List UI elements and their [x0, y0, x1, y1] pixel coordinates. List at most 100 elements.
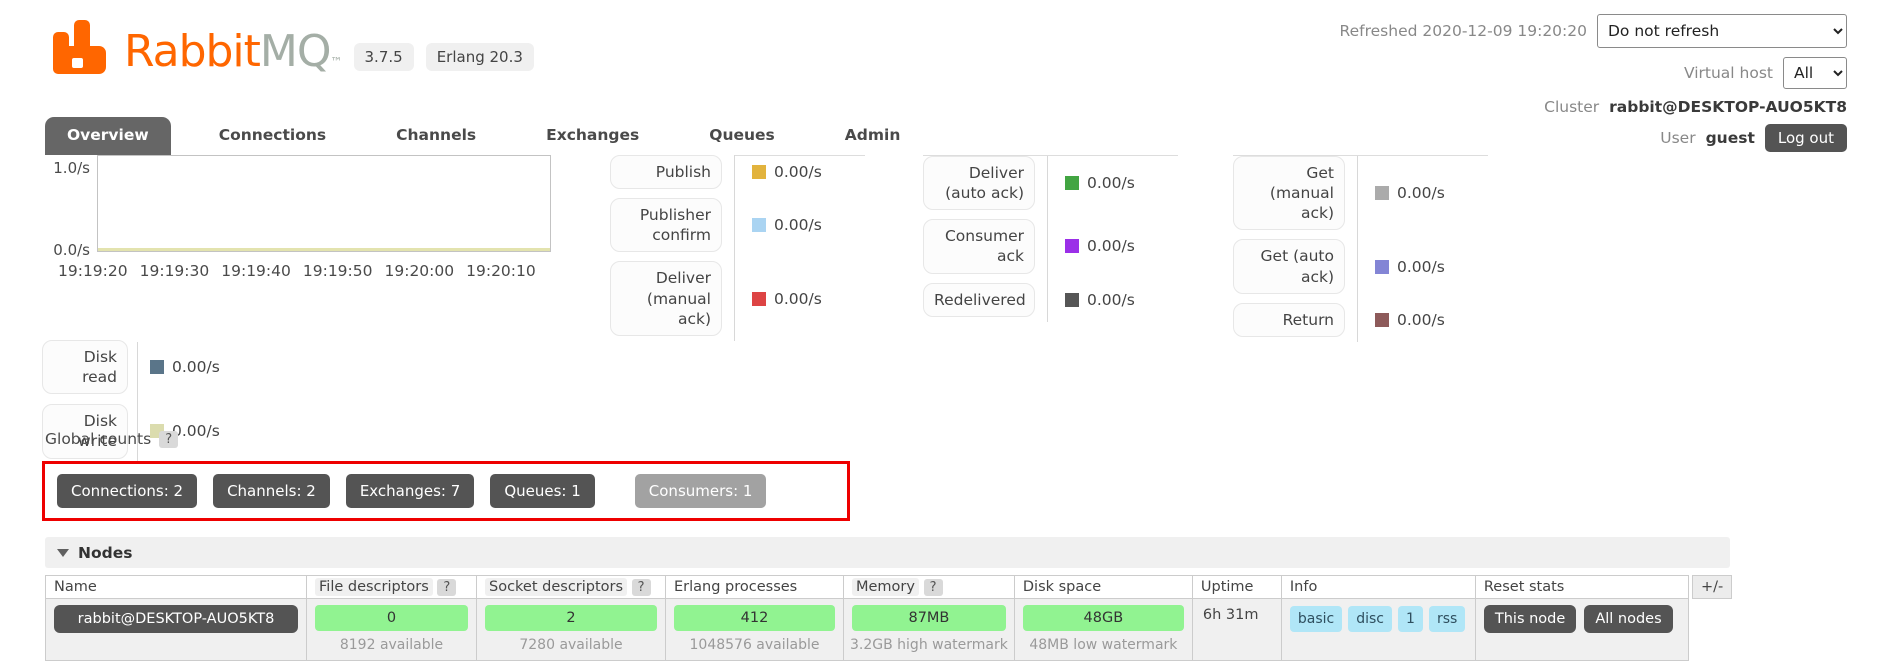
series-swatch-get-manual-ack	[1375, 186, 1389, 201]
rate-publisher-confirm: 0.00/s	[752, 216, 822, 234]
collapse-icon[interactable]	[57, 548, 69, 557]
brand-mq: MQ	[259, 26, 332, 77]
legend-divider	[137, 342, 138, 463]
legend-group-get: Get (manual ack) 0.00/s Get (auto ack) 0…	[1233, 155, 1488, 346]
legend-divider	[734, 155, 735, 341]
virtual-host-row: Virtual host All	[1684, 57, 1847, 89]
tab-queues[interactable]: Queues	[709, 126, 775, 144]
disk-rates-legend: Disk read 0.00/s Disk write 0.00/s	[42, 340, 282, 469]
reset-all-nodes-button[interactable]: All nodes	[1584, 605, 1673, 633]
cluster-label: Cluster	[1544, 98, 1600, 116]
connections-count-button[interactable]: Connections: 2	[57, 474, 198, 508]
memory-cell: 87MB 3.2GB high watermark	[843, 598, 1015, 661]
brand-rabbit: Rabbit	[124, 26, 261, 77]
erlang-processes-available: 1048576 available	[689, 637, 820, 653]
reset-this-node-button[interactable]: This node	[1483, 605, 1577, 633]
legend-button-disk-write[interactable]: Disk write	[42, 404, 128, 459]
series-swatch-get-auto-ack	[1375, 259, 1389, 274]
rate-deliver-manual-ack: 0.00/s	[752, 290, 822, 308]
legend-button-redelivered[interactable]: Redelivered	[923, 282, 1035, 317]
consumers-count-button[interactable]: Consumers: 1	[634, 474, 767, 508]
annotation-red-box: Connections: 2 Channels: 2 Exchanges: 7 …	[42, 461, 850, 521]
col-header-erlang-processes: Erlang processes	[665, 575, 844, 599]
x-tick: 19:20:00	[384, 262, 455, 280]
help-icon[interactable]: ?	[159, 430, 179, 448]
y-axis-min-label: 0.0/s	[53, 241, 90, 259]
erlang-processes-cell: 412 1048576 available	[665, 598, 844, 661]
tab-channels[interactable]: Channels	[396, 126, 477, 144]
file-descriptors-available: 8192 available	[339, 637, 444, 653]
refresh-interval-select[interactable]: Do not refresh	[1597, 14, 1847, 48]
refresh-row: Refreshed 2020-12-09 19:20:20 Do not ref…	[1340, 14, 1847, 48]
legend-row: Publish 0.00/s	[610, 155, 865, 190]
nodes-section-header[interactable]: Nodes	[45, 537, 1730, 568]
help-icon[interactable]: ?	[631, 579, 651, 596]
queues-count-button[interactable]: Queues: 1	[490, 474, 595, 508]
info-badge-1[interactable]: 1	[1398, 606, 1423, 632]
rate-value: 0.00/s	[172, 358, 220, 377]
node-name-badge[interactable]: rabbit@DESKTOP-AUO5KT8	[54, 605, 298, 633]
info-badge-rss[interactable]: rss	[1428, 606, 1466, 632]
rate-get-auto-ack: 0.00/s	[1375, 258, 1445, 276]
legend-divider	[734, 155, 865, 156]
series-swatch-deliver-manual-ack	[752, 291, 766, 306]
legend-button-deliver-manual-ack[interactable]: Deliver (manual ack)	[610, 261, 722, 336]
exchanges-count-button[interactable]: Exchanges: 7	[345, 474, 475, 508]
col-header-memory: Memory ?	[843, 575, 1015, 599]
info-cell: basic disc 1 rss	[1280, 598, 1476, 661]
legend-button-get-manual-ack[interactable]: Get (manual ack)	[1233, 156, 1345, 231]
legend-button-publish[interactable]: Publish	[610, 155, 722, 190]
legend-row: Deliver (auto ack) 0.00/s	[923, 156, 1178, 211]
rabbitmq-logo[interactable]: RabbitMQ™ 3.7.5 Erlang 20.3	[52, 20, 534, 74]
erlang-version-badge: Erlang 20.3	[425, 43, 534, 71]
legend-row: Publisher confirm 0.00/s	[610, 198, 865, 253]
legend-button-return[interactable]: Return	[1233, 302, 1345, 337]
rate-value: 0.00/s	[774, 289, 822, 308]
info-badge-basic[interactable]: basic	[1289, 606, 1343, 632]
help-icon[interactable]: ?	[437, 579, 457, 596]
rabbitmq-logo-icon	[53, 20, 106, 74]
legend-button-disk-read[interactable]: Disk read	[42, 340, 128, 395]
legend-button-consumer-ack[interactable]: Consumer ack	[923, 219, 1035, 274]
legend-group-deliver: Deliver (auto ack) 0.00/s Consumer ack 0…	[923, 155, 1178, 326]
series-swatch-disk-read	[150, 360, 164, 375]
legend-button-publisher-confirm[interactable]: Publisher confirm	[610, 198, 722, 253]
virtual-host-select[interactable]: All	[1783, 57, 1847, 89]
series-swatch-return	[1375, 312, 1389, 327]
column-toggle-button[interactable]: +/-	[1692, 575, 1733, 599]
rate-value: 0.00/s	[774, 163, 822, 182]
legend-row: Return 0.00/s	[1233, 302, 1488, 337]
logout-button[interactable]: Log out	[1764, 124, 1847, 152]
series-swatch-deliver-auto-ack	[1065, 176, 1079, 191]
main-tabs: Overview Connections Channels Exchanges …	[45, 117, 922, 155]
rate-value: 0.00/s	[1087, 237, 1135, 256]
legend-divider	[1047, 156, 1048, 322]
legend-button-get-auto-ack[interactable]: Get (auto ack)	[1233, 239, 1345, 294]
tab-exchanges[interactable]: Exchanges	[546, 126, 640, 144]
rate-consumer-ack: 0.00/s	[1065, 237, 1135, 255]
channels-count-button[interactable]: Channels: 2	[213, 474, 330, 508]
col-header-uptime: Uptime	[1191, 575, 1282, 599]
tab-overview[interactable]: Overview	[45, 117, 171, 155]
legend-row: Deliver (manual ack) 0.00/s	[610, 261, 865, 336]
help-icon[interactable]: ?	[923, 579, 943, 596]
global-counts-title: Global counts	[45, 430, 152, 448]
virtual-host-label: Virtual host	[1683, 64, 1773, 82]
disk-space-cell: 48GB 48MB low watermark	[1013, 598, 1193, 661]
cluster-row: Cluster rabbit@DESKTOP-AUO5KT8	[1544, 98, 1847, 116]
col-header-name: Name	[45, 575, 307, 599]
uptime-cell: 6h 31m	[1191, 598, 1282, 661]
socket-descriptors-available: 7280 available	[519, 637, 623, 653]
info-badge-disc[interactable]: disc	[1348, 606, 1393, 632]
user-name: guest	[1705, 129, 1755, 147]
legend-group-publish: Publish 0.00/s Publisher confirm 0.00/s …	[610, 155, 865, 345]
tab-admin[interactable]: Admin	[844, 126, 901, 144]
tab-connections[interactable]: Connections	[218, 126, 327, 144]
disk-space-bar: 48GB	[1022, 605, 1184, 631]
nodes-section-title: Nodes	[78, 543, 133, 562]
file-descriptors-bar: 0	[315, 605, 468, 631]
x-tick: 19:19:30	[139, 262, 210, 280]
legend-button-deliver-auto-ack[interactable]: Deliver (auto ack)	[923, 156, 1035, 211]
legend-row: Redelivered 0.00/s	[923, 282, 1178, 317]
